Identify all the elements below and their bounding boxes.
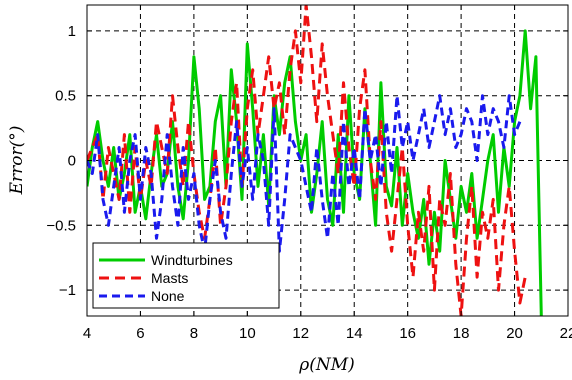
x-axis-label: ρ(NM) — [298, 355, 355, 375]
x-tick-label: 10 — [239, 325, 256, 342]
legend-label-none: None — [151, 288, 185, 304]
y-axis-label: Error(°) — [7, 126, 27, 196]
y-tick-label: −0.5 — [46, 217, 76, 234]
legend-label-masts: Masts — [151, 270, 188, 286]
series-lines — [87, 5, 543, 316]
y-tick-label: −1 — [59, 282, 76, 299]
x-tick-label: 16 — [399, 325, 416, 342]
y-tick-label: 0 — [68, 153, 76, 170]
x-tick-label: 12 — [292, 325, 309, 342]
x-tick-label: 8 — [190, 325, 198, 342]
tick-marks — [86, 5, 569, 316]
y-tick-label: 0.5 — [55, 88, 76, 105]
x-tick-label: 6 — [136, 325, 144, 342]
series-line-none — [87, 94, 522, 253]
series-line-masts — [87, 5, 527, 316]
x-tick-label: 20 — [506, 325, 523, 342]
x-tick-label: 22 — [560, 325, 572, 342]
y-tick-label: 1 — [68, 23, 76, 40]
x-tick-labels: 4 6 8 10 12 14 16 18 20 22 — [83, 325, 572, 342]
legend: Windturbines Masts None — [92, 242, 280, 309]
x-tick-label: 18 — [453, 325, 470, 342]
x-tick-label: 4 — [83, 325, 91, 342]
legend-label-windturbines: Windturbines — [151, 252, 233, 268]
y-tick-labels: 1 0.5 0 −0.5 −1 — [46, 23, 76, 299]
x-tick-label: 14 — [346, 325, 363, 342]
legend-box — [92, 242, 280, 309]
